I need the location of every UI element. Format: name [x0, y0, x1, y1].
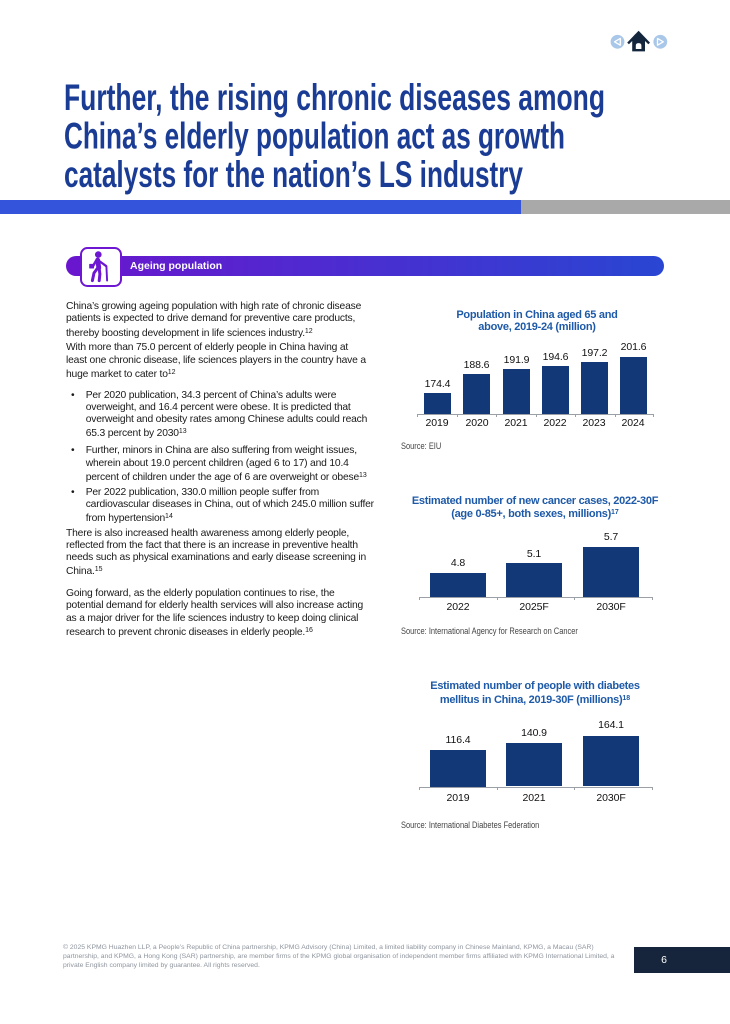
svg-text:Further, the rising chronic di: Further, the rising chronic diseases amo…: [64, 76, 605, 118]
svg-text:China’s elderly population act: China’s elderly population act as growth: [64, 115, 565, 157]
svg-text:catalysts for the nation’s LS: catalysts for the nation’s LS industry: [64, 153, 523, 195]
